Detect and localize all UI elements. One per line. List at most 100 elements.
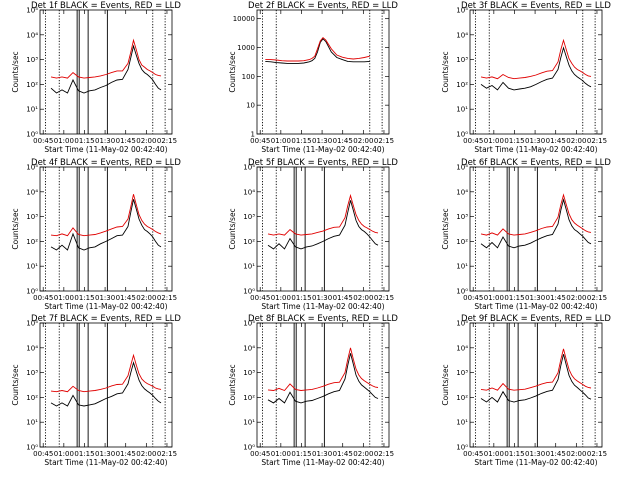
y-tick-label: 10³ [26, 56, 38, 64]
x-tick-label: 02:00 [136, 137, 156, 145]
series-events-line [480, 354, 592, 403]
y-tick-label: 10⁰ [26, 131, 38, 139]
y-tick-label: 10⁴ [456, 31, 468, 39]
chart-title: Det 8f BLACK = Events, RED = LLD [248, 314, 398, 324]
x-tick-label: 01:15 [74, 450, 94, 458]
x-tick-label: 01:45 [116, 137, 136, 145]
x-tick-label: 01:00 [271, 450, 291, 458]
y-tick-label: 10⁵ [456, 164, 468, 172]
y-axis-label: Counts/sec [228, 51, 237, 92]
x-tick-label: 01:45 [546, 294, 566, 302]
x-tick-label: 02:00 [353, 137, 373, 145]
series-events-line [50, 361, 162, 407]
y-tick-label: 10¹ [243, 419, 255, 427]
x-tick-label: 02:15 [157, 450, 177, 458]
x-tick-label: 02:00 [136, 294, 156, 302]
y-tick-label: 1000 [237, 44, 255, 52]
y-axis-label: Counts/sec [441, 364, 450, 405]
series-lld-line [267, 193, 379, 236]
y-tick-label: 10² [456, 81, 468, 89]
y-tick-label: 100 [242, 73, 255, 81]
y-axis-label: Counts/sec [441, 51, 450, 92]
x-tick-label: 02:00 [566, 450, 586, 458]
x-tick-label: 02:15 [374, 450, 394, 458]
x-tick-label: 01:15 [504, 450, 524, 458]
x-tick-label: 01:45 [116, 450, 136, 458]
plot-frame [256, 9, 390, 135]
y-tick-label: 10⁴ [456, 344, 468, 352]
y-tick-label: 10⁴ [243, 344, 255, 352]
plot-frame [39, 166, 173, 292]
y-axis-label: Counts/sec [11, 364, 20, 405]
chart-title: Det 4f BLACK = Events, RED = LLD [31, 158, 181, 168]
x-tick-label: 01:00 [484, 294, 504, 302]
y-axis-label: Counts/sec [11, 208, 20, 249]
y-tick-label: 1 [251, 131, 255, 139]
y-tick-label: 10³ [456, 56, 468, 64]
y-tick-label: 10⁵ [26, 320, 38, 328]
y-tick-label: 10² [26, 238, 38, 246]
chart-title: Det 6f BLACK = Events, RED = LLD [461, 158, 611, 168]
x-tick-label: 00:45 [250, 137, 270, 145]
x-tick-label: 01:45 [333, 294, 353, 302]
x-tick-label: 02:00 [136, 450, 156, 458]
x-axis-label: Start Time (11-May-02 00:42:40) [44, 458, 167, 467]
y-tick-label: 10⁵ [26, 7, 38, 15]
x-axis-label: Start Time (11-May-02 00:42:40) [261, 302, 384, 311]
series-lld-line [50, 353, 162, 393]
x-tick-label: 01:15 [291, 450, 311, 458]
x-tick-label: 00:45 [250, 450, 270, 458]
series-events-line [480, 197, 592, 249]
x-tick-label: 01:00 [54, 450, 74, 458]
chart-title: Det 9f BLACK = Events, RED = LLD [461, 314, 611, 324]
y-tick-label: 10⁴ [26, 31, 38, 39]
plot-frame [256, 322, 390, 448]
x-tick-label: 02:00 [566, 294, 586, 302]
series-events-line [265, 38, 370, 64]
x-tick-label: 01:00 [54, 137, 74, 145]
x-tick-label: 01:15 [504, 137, 524, 145]
x-tick-label: 01:45 [333, 450, 353, 458]
y-axis-label: Counts/sec [441, 208, 450, 249]
series-lld-line [267, 347, 379, 392]
x-tick-label: 02:15 [157, 137, 177, 145]
series-lld-line [50, 194, 162, 237]
y-tick-label: 10⁰ [243, 288, 255, 296]
x-tick-label: 01:30 [95, 137, 115, 145]
x-tick-label: 01:15 [291, 137, 311, 145]
y-tick-label: 10² [243, 394, 255, 402]
y-tick-label: 10⁰ [26, 288, 38, 296]
x-axis-label: Start Time (11-May-02 00:42:40) [261, 145, 384, 154]
x-tick-label: 01:15 [74, 137, 94, 145]
y-axis-label: Counts/sec [228, 208, 237, 249]
y-tick-label: 10⁴ [243, 188, 255, 196]
x-tick-label: 01:30 [525, 294, 545, 302]
y-tick-label: 10000 [233, 15, 255, 23]
x-tick-label: 01:45 [116, 294, 136, 302]
x-axis-label: Start Time (11-May-02 00:42:40) [474, 458, 597, 467]
y-tick-label: 10¹ [26, 106, 38, 114]
x-tick-label: 01:15 [74, 294, 94, 302]
x-tick-label: 02:00 [566, 137, 586, 145]
plot-frame [256, 166, 390, 292]
x-axis-label: Start Time (11-May-02 00:42:40) [474, 302, 597, 311]
y-tick-label: 10 [246, 102, 255, 110]
y-tick-label: 10⁰ [456, 444, 468, 452]
x-tick-label: 02:15 [587, 450, 607, 458]
y-tick-label: 10² [26, 394, 38, 402]
x-tick-label: 00:45 [463, 294, 483, 302]
x-tick-label: 01:30 [95, 294, 115, 302]
plot-frame [469, 9, 603, 135]
x-axis-label: Start Time (11-May-02 00:42:40) [44, 302, 167, 311]
x-tick-label: 01:30 [525, 137, 545, 145]
x-tick-label: 01:00 [484, 450, 504, 458]
x-axis-label: Start Time (11-May-02 00:42:40) [261, 458, 384, 467]
series-lld-line [480, 193, 592, 236]
y-tick-label: 10³ [26, 213, 38, 221]
y-tick-label: 10⁰ [243, 444, 255, 452]
plot-frame [39, 322, 173, 448]
